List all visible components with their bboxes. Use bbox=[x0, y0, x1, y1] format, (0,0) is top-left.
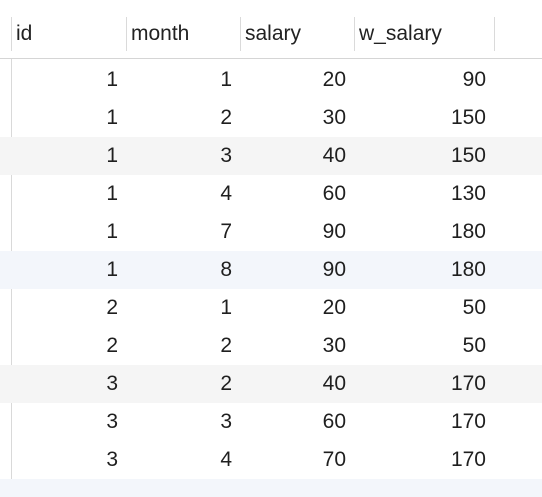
table-row[interactable]: 3 4 70 170 bbox=[0, 441, 542, 479]
table-row[interactable]: 2 1 20 50 bbox=[0, 289, 542, 327]
column-header-salary[interactable]: salary bbox=[245, 22, 302, 45]
cell-month[interactable]: 8 bbox=[220, 258, 232, 281]
cell-w-salary[interactable]: 180 bbox=[450, 258, 486, 281]
cell-salary[interactable]: 40 bbox=[322, 144, 346, 167]
cell-w-salary[interactable]: 150 bbox=[450, 106, 486, 129]
table-row[interactable]: 1 3 40 150 bbox=[0, 137, 542, 175]
column-separator[interactable] bbox=[126, 17, 127, 51]
table-row[interactable]: 1 1 20 90 bbox=[0, 61, 542, 99]
cell-id[interactable]: 1 bbox=[106, 106, 118, 129]
cell-w-salary[interactable]: 170 bbox=[450, 410, 486, 433]
table-header: id month salary w_salary bbox=[0, 0, 542, 59]
cell-salary[interactable]: 20 bbox=[322, 296, 346, 319]
column-separator bbox=[11, 17, 12, 51]
cell-salary[interactable]: 90 bbox=[322, 220, 346, 243]
cell-month[interactable]: 1 bbox=[220, 296, 232, 319]
cell-month[interactable]: 4 bbox=[220, 448, 232, 471]
cell-w-salary[interactable]: 130 bbox=[450, 182, 486, 205]
cell-id[interactable]: 3 bbox=[106, 372, 118, 395]
cell-month[interactable]: 4 bbox=[220, 182, 232, 205]
cell-salary[interactable]: 40 bbox=[322, 372, 346, 395]
table-row[interactable]: 3 2 40 170 bbox=[0, 365, 542, 403]
cell-id[interactable]: 1 bbox=[106, 144, 118, 167]
cell-id[interactable]: 3 bbox=[106, 410, 118, 433]
cell-month[interactable]: 2 bbox=[220, 372, 232, 395]
table-body: 1 1 20 90 1 2 30 150 1 3 40 150 1 4 60 1… bbox=[0, 61, 542, 497]
column-separator[interactable] bbox=[494, 17, 495, 51]
table-row[interactable]: 3 3 60 170 bbox=[0, 403, 542, 441]
cell-w-salary[interactable]: 180 bbox=[450, 220, 486, 243]
cell-w-salary[interactable]: 90 bbox=[462, 68, 486, 91]
empty-row bbox=[0, 479, 542, 497]
cell-id[interactable]: 1 bbox=[106, 258, 118, 281]
cell-month[interactable]: 2 bbox=[220, 106, 232, 129]
table-row[interactable]: 1 8 90 180 bbox=[0, 251, 542, 289]
cell-salary[interactable]: 60 bbox=[322, 182, 346, 205]
cell-id[interactable]: 1 bbox=[106, 220, 118, 243]
cell-month[interactable]: 1 bbox=[220, 68, 232, 91]
cell-month[interactable]: 7 bbox=[220, 220, 232, 243]
table-row[interactable]: 1 4 60 130 bbox=[0, 175, 542, 213]
table-row[interactable]: 1 7 90 180 bbox=[0, 213, 542, 251]
table-row[interactable]: 1 2 30 150 bbox=[0, 99, 542, 137]
cell-salary[interactable]: 30 bbox=[322, 106, 346, 129]
cell-month[interactable]: 2 bbox=[220, 334, 232, 357]
column-separator[interactable] bbox=[240, 17, 241, 51]
cell-id[interactable]: 3 bbox=[106, 448, 118, 471]
column-header-month[interactable]: month bbox=[131, 22, 190, 45]
cell-id[interactable]: 1 bbox=[106, 182, 118, 205]
cell-w-salary[interactable]: 50 bbox=[462, 296, 486, 319]
cell-salary[interactable]: 30 bbox=[322, 334, 346, 357]
cell-month[interactable]: 3 bbox=[220, 410, 232, 433]
table-row[interactable]: 2 2 30 50 bbox=[0, 327, 542, 365]
cell-id[interactable]: 2 bbox=[106, 296, 118, 319]
cell-id[interactable]: 2 bbox=[106, 334, 118, 357]
cell-salary[interactable]: 60 bbox=[322, 410, 346, 433]
cell-id[interactable]: 1 bbox=[106, 68, 118, 91]
column-header-id[interactable]: id bbox=[16, 22, 33, 45]
column-separator[interactable] bbox=[354, 17, 355, 51]
column-header-w-salary[interactable]: w_salary bbox=[359, 22, 442, 45]
cell-w-salary[interactable]: 170 bbox=[450, 448, 486, 471]
cell-month[interactable]: 3 bbox=[220, 144, 232, 167]
cell-w-salary[interactable]: 150 bbox=[450, 144, 486, 167]
cell-salary[interactable]: 20 bbox=[322, 68, 346, 91]
cell-w-salary[interactable]: 50 bbox=[462, 334, 486, 357]
cell-salary[interactable]: 70 bbox=[322, 448, 346, 471]
cell-w-salary[interactable]: 170 bbox=[450, 372, 486, 395]
cell-salary[interactable]: 90 bbox=[322, 258, 346, 281]
